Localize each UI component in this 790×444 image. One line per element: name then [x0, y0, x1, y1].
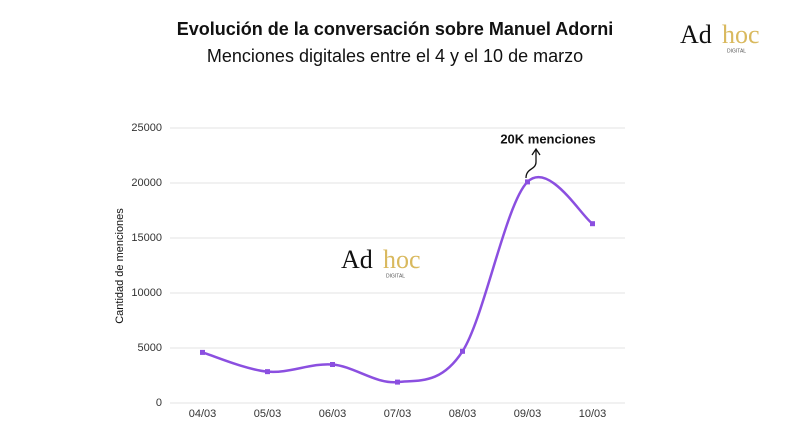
x-tick-label: 08/03	[449, 408, 477, 420]
x-tick-label: 05/03	[254, 408, 282, 420]
watermark-accent: hoc	[383, 245, 421, 274]
watermark-sub: DIGITAL	[386, 273, 405, 279]
y-tick-label: 15000	[131, 232, 162, 244]
x-tick-label: 07/03	[384, 408, 412, 420]
logo-main: Ad	[680, 20, 712, 49]
x-tick-label: 09/03	[514, 408, 542, 420]
y-tick-label: 0	[156, 397, 162, 409]
chart-subtitle: Menciones digitales entre el 4 y el 10 d…	[207, 46, 583, 66]
marker	[525, 179, 530, 185]
annotation-arrow	[525, 147, 541, 179]
chart-title: Evolución de la conversación sobre Manue…	[177, 19, 613, 39]
x-tick-label: 06/03	[319, 408, 347, 420]
marker	[395, 379, 400, 385]
line	[202, 175, 594, 384]
logo-accent: hoc	[722, 20, 760, 49]
logo-sub: DIGITAL	[727, 48, 746, 54]
marker	[590, 221, 595, 227]
marker	[330, 362, 335, 367]
annotation: 20K menciones	[500, 131, 595, 146]
y-tick-label: 10000	[131, 287, 162, 299]
marker	[265, 369, 270, 375]
y-tick-label: 5000	[138, 342, 162, 354]
watermark-main: Ad	[341, 245, 373, 274]
y-tick-label: 20000	[131, 177, 162, 189]
x-tick-label: 04/03	[189, 408, 217, 420]
marker	[200, 349, 205, 355]
y-axis-label: Cantidad de menciones	[114, 208, 126, 324]
x-tick-label: 10/03	[579, 408, 607, 420]
watermark: Ad hoc DIGITAL	[341, 245, 421, 279]
y-tick-label: 25000	[131, 122, 162, 134]
marker	[460, 348, 465, 354]
logo: Ad hoc DIGITAL	[680, 20, 760, 54]
